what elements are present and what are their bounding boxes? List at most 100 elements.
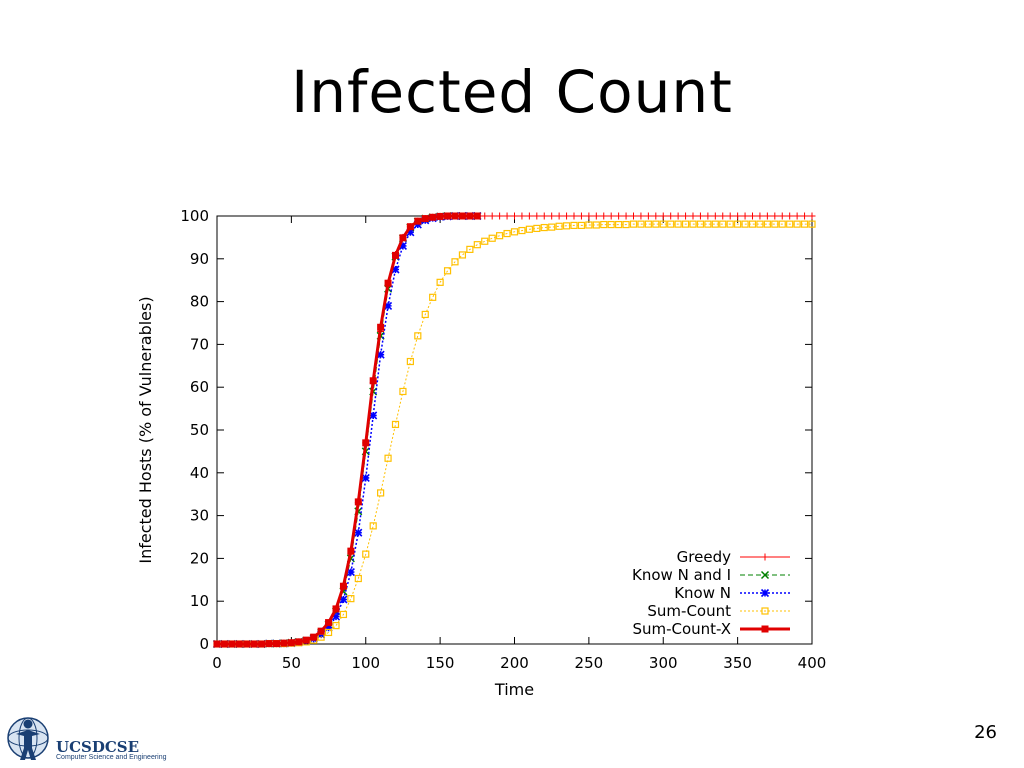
data-point bbox=[444, 212, 452, 220]
data-point bbox=[324, 628, 333, 637]
data-point bbox=[273, 640, 280, 648]
y-tick-label: 40 bbox=[190, 464, 209, 482]
data-point bbox=[466, 212, 474, 220]
data-point bbox=[421, 310, 429, 319]
data-point bbox=[704, 220, 712, 228]
data-point bbox=[726, 212, 734, 220]
data-point bbox=[682, 212, 690, 220]
data-point bbox=[354, 528, 363, 537]
data-point bbox=[533, 224, 541, 233]
series-line bbox=[217, 214, 478, 646]
data-point bbox=[473, 241, 481, 249]
data-point bbox=[384, 279, 392, 287]
data-point bbox=[689, 220, 697, 228]
y-tick-label: 100 bbox=[180, 207, 209, 225]
data-point bbox=[525, 225, 533, 233]
y-tick-label: 0 bbox=[199, 635, 209, 653]
legend-item: Greedy bbox=[677, 548, 790, 566]
data-point bbox=[503, 212, 511, 220]
legend-item: Sum-Count-X bbox=[632, 620, 790, 638]
data-point bbox=[361, 473, 370, 483]
data-point bbox=[734, 212, 742, 220]
data-point bbox=[652, 212, 660, 220]
data-point bbox=[800, 220, 809, 228]
data-point bbox=[414, 217, 422, 225]
data-point bbox=[667, 212, 675, 220]
data-point bbox=[622, 220, 630, 229]
data-point bbox=[548, 212, 556, 220]
data-point bbox=[369, 522, 377, 530]
data-point bbox=[577, 212, 585, 220]
y-tick-label: 10 bbox=[190, 592, 209, 610]
data-point bbox=[377, 489, 385, 497]
data-point bbox=[607, 220, 615, 229]
data-point bbox=[585, 221, 593, 229]
ucsd-cse-logo: UCSDCSE Computer Science and Engineering bbox=[6, 708, 167, 764]
data-point bbox=[347, 547, 355, 555]
legend-marker bbox=[760, 588, 770, 598]
data-point bbox=[689, 212, 697, 220]
data-point bbox=[406, 223, 414, 231]
data-point bbox=[383, 301, 393, 310]
data-point bbox=[808, 220, 816, 228]
data-point bbox=[540, 223, 548, 232]
data-point bbox=[332, 605, 340, 613]
data-point bbox=[473, 212, 481, 220]
data-point bbox=[518, 212, 526, 220]
series-know-n-and-i bbox=[212, 211, 482, 649]
data-point bbox=[801, 212, 809, 220]
data-point bbox=[570, 212, 578, 220]
data-point bbox=[786, 220, 794, 228]
data-point bbox=[488, 212, 496, 220]
data-point bbox=[748, 220, 757, 228]
data-point bbox=[398, 241, 408, 251]
data-point bbox=[659, 220, 667, 228]
data-point bbox=[317, 627, 325, 635]
y-tick-label: 50 bbox=[190, 421, 209, 439]
data-point bbox=[391, 265, 400, 274]
data-point bbox=[719, 212, 727, 220]
x-tick-label: 50 bbox=[282, 654, 301, 672]
x-tick-label: 150 bbox=[426, 654, 455, 672]
y-tick-label: 70 bbox=[190, 335, 209, 353]
globe-person-icon bbox=[7, 717, 49, 760]
data-point bbox=[347, 595, 355, 603]
logo-sub-text: Computer Science and Engineering bbox=[56, 754, 167, 761]
data-point bbox=[562, 222, 571, 230]
legend-marker bbox=[761, 607, 769, 615]
data-point bbox=[615, 220, 623, 229]
data-point bbox=[756, 212, 764, 220]
series-sum-count-x bbox=[213, 212, 481, 648]
data-point bbox=[563, 212, 571, 220]
data-point bbox=[436, 212, 444, 220]
data-point bbox=[533, 212, 541, 220]
data-point bbox=[429, 293, 437, 301]
data-point bbox=[555, 222, 563, 230]
data-point bbox=[786, 212, 794, 220]
data-point bbox=[392, 251, 399, 259]
y-tick-label: 90 bbox=[190, 250, 209, 268]
x-tick-label: 200 bbox=[500, 654, 529, 672]
x-tick-label: 100 bbox=[351, 654, 380, 672]
data-point bbox=[771, 212, 779, 220]
data-point bbox=[778, 220, 786, 228]
data-point bbox=[674, 212, 682, 220]
data-point bbox=[451, 212, 459, 220]
data-point bbox=[741, 220, 749, 228]
x-tick-label: 300 bbox=[649, 654, 678, 672]
data-point bbox=[235, 640, 243, 648]
data-point bbox=[258, 640, 266, 648]
data-point bbox=[339, 610, 348, 619]
x-tick-label: 400 bbox=[798, 654, 827, 672]
data-point bbox=[719, 220, 727, 228]
x-axis-label: Time bbox=[494, 680, 534, 699]
slide-title: Infected Count bbox=[291, 58, 733, 126]
data-point bbox=[376, 350, 385, 359]
data-point bbox=[711, 220, 719, 228]
data-point bbox=[741, 212, 749, 220]
series-know-n bbox=[212, 211, 482, 649]
legend-label: Know N bbox=[674, 584, 731, 602]
data-point bbox=[592, 212, 600, 220]
data-point bbox=[711, 212, 719, 220]
